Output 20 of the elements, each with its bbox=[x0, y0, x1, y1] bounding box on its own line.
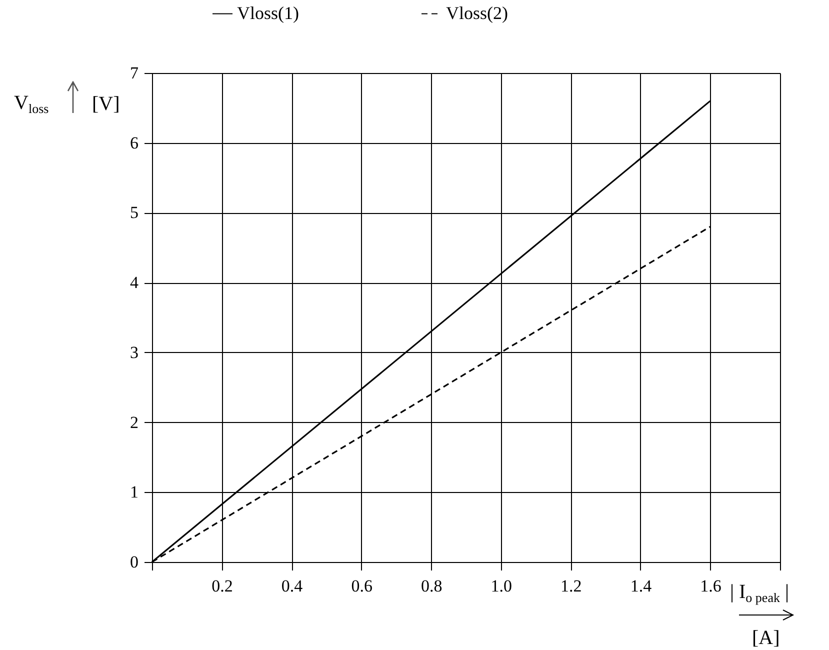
legend-label: Vloss(1) bbox=[237, 2, 300, 23]
x-tick-label: 0.6 bbox=[351, 576, 372, 596]
x-tick-label: 1.0 bbox=[490, 576, 512, 596]
x-tick-label: 1.6 bbox=[700, 576, 722, 596]
y-tick-label: 5 bbox=[130, 203, 138, 222]
y-tick-label: 7 bbox=[130, 64, 139, 82]
x-tick-label: 0.8 bbox=[420, 576, 442, 596]
x-tick-label: 0.4 bbox=[281, 576, 304, 596]
legend-label: Vloss(2) bbox=[446, 2, 508, 23]
y-tick-label: 3 bbox=[130, 342, 138, 362]
x-tick-label: 0.2 bbox=[212, 576, 233, 596]
text: V$_{loss}$ [V] bbox=[14, 92, 120, 116]
x-tick-label: 1.4 bbox=[630, 576, 652, 596]
y-tick-label: 2 bbox=[130, 412, 138, 432]
y-tick-label: 6 bbox=[130, 133, 138, 152]
text: | I$_{o peak}$ | [A] bbox=[730, 581, 789, 649]
x-tick-label: 1.2 bbox=[560, 576, 582, 596]
y-tick-label: 0 bbox=[130, 552, 138, 572]
y-tick-label: 1 bbox=[130, 482, 138, 502]
y-tick-label: 4 bbox=[130, 273, 139, 292]
